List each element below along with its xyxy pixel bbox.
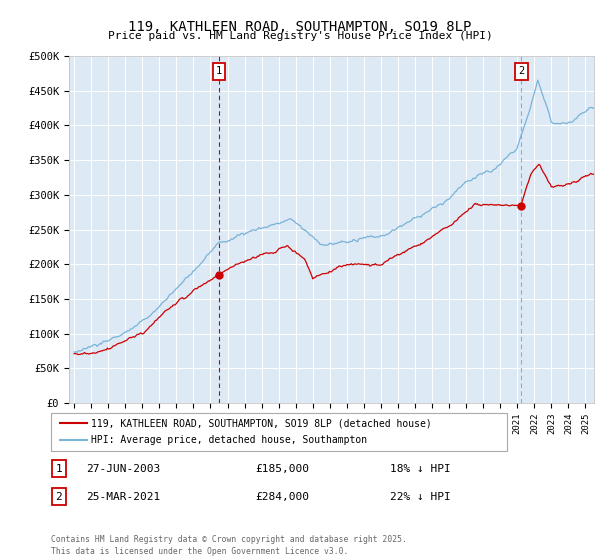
- Text: 27-JUN-2003: 27-JUN-2003: [86, 464, 160, 474]
- Text: 25-MAR-2021: 25-MAR-2021: [86, 492, 160, 502]
- Text: 119, KATHLEEN ROAD, SOUTHAMPTON, SO19 8LP (detached house): 119, KATHLEEN ROAD, SOUTHAMPTON, SO19 8L…: [91, 418, 432, 428]
- Text: 22% ↓ HPI: 22% ↓ HPI: [390, 492, 451, 502]
- Text: £284,000: £284,000: [255, 492, 309, 502]
- Text: £185,000: £185,000: [255, 464, 309, 474]
- Text: 2: 2: [518, 66, 524, 76]
- Text: 1: 1: [55, 464, 62, 474]
- Text: 18% ↓ HPI: 18% ↓ HPI: [390, 464, 451, 474]
- Text: 119, KATHLEEN ROAD, SOUTHAMPTON, SO19 8LP: 119, KATHLEEN ROAD, SOUTHAMPTON, SO19 8L…: [128, 20, 472, 34]
- Text: 2: 2: [55, 492, 62, 502]
- Text: 1: 1: [216, 66, 222, 76]
- Text: Contains HM Land Registry data © Crown copyright and database right 2025.
This d: Contains HM Land Registry data © Crown c…: [51, 535, 407, 556]
- Text: Price paid vs. HM Land Registry's House Price Index (HPI): Price paid vs. HM Land Registry's House …: [107, 31, 493, 41]
- Text: HPI: Average price, detached house, Southampton: HPI: Average price, detached house, Sout…: [91, 435, 367, 445]
